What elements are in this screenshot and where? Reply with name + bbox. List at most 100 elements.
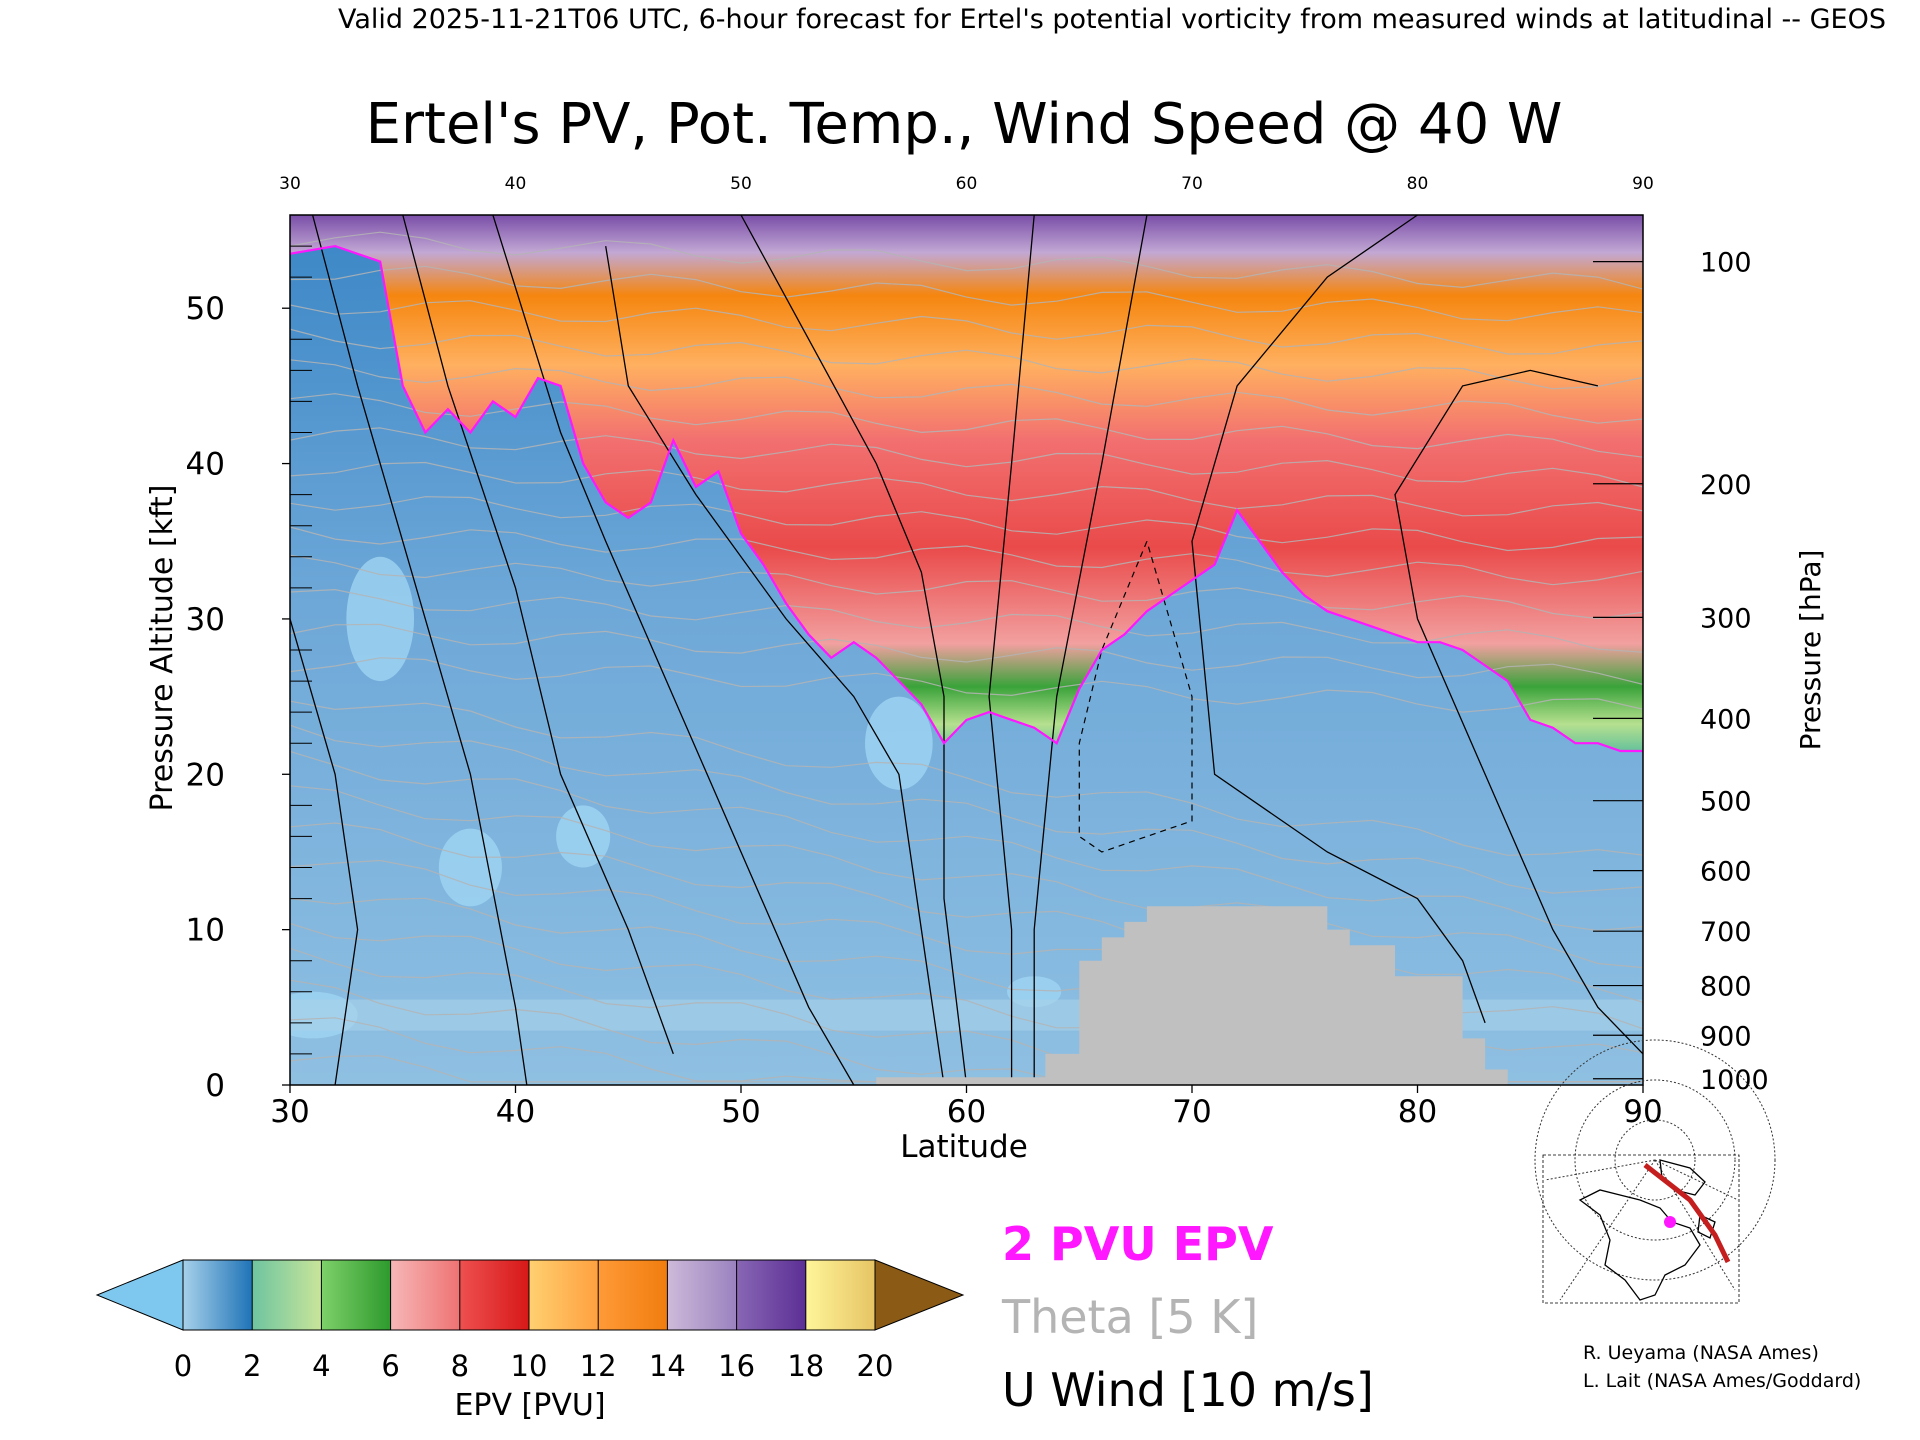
colorbar-band: [667, 1260, 737, 1330]
u-wind-contour: [605, 245, 945, 1085]
plot-area: [290, 215, 1643, 1085]
light-patch: [438, 828, 502, 907]
x-tick-label: 70: [1172, 1094, 1211, 1130]
theta-contour: [290, 328, 1643, 390]
credit-line-2: L. Lait (NASA Ames/Goddard): [1583, 1370, 1861, 1392]
y-tick-label: 40: [186, 447, 225, 483]
epv-2pvu-contour: [290, 244, 1643, 753]
colorbar-tick-label: 16: [718, 1349, 755, 1383]
colorbar-band: [252, 1260, 322, 1330]
y-tick-label: 20: [186, 757, 225, 793]
colorbar-label: EPV [PVU]: [454, 1388, 605, 1423]
top-x-tick-label: 50: [730, 174, 752, 194]
x-tick-label: 80: [1398, 1094, 1437, 1130]
inset-track: [1643, 1163, 1731, 1264]
u-wind-contours: [290, 215, 1643, 1085]
u-wind-contour: [492, 215, 855, 1085]
u-wind-contour: [402, 215, 674, 1055]
inset-map-frame: [1542, 1154, 1740, 1304]
theta-contour: [290, 554, 1643, 620]
colorbar-tick-label: 8: [451, 1349, 469, 1383]
colorbar-tick-label: 14: [649, 1349, 686, 1383]
x-tick-label: 90: [1623, 1094, 1662, 1130]
colorbar-band: [598, 1260, 668, 1330]
top-x-tick-label: 60: [956, 174, 978, 194]
theta-contour: [290, 300, 1643, 355]
light-patch: [346, 556, 415, 682]
colorbar-band: [805, 1260, 875, 1330]
x-tick-label: 40: [496, 1094, 535, 1130]
u-wind-contour: [290, 618, 359, 1085]
colorbar-over-arrow: [874, 1259, 965, 1331]
colorbar-band: [183, 1260, 253, 1330]
stratosphere-field: [290, 215, 1643, 751]
u-wind-contour: [1033, 215, 1148, 1085]
pressure-tick-label: 700: [1700, 917, 1752, 948]
y-tick-label: 0: [205, 1068, 225, 1104]
pressure-tick-label: 400: [1700, 704, 1752, 735]
u-wind-contour: [311, 215, 528, 1085]
theta-contour: [290, 785, 1643, 969]
colorbar-tick-label: 12: [580, 1349, 617, 1383]
colorbar-band: [736, 1260, 806, 1330]
x-tick-label: 50: [721, 1094, 760, 1130]
theta-contour: [290, 657, 1643, 713]
top-x-tick-label: 40: [505, 174, 527, 194]
pressure-tick-label: 1000: [1700, 1065, 1769, 1096]
theta-contour: [290, 623, 1643, 685]
theta-contour: [290, 231, 1643, 290]
terrain-mask: [876, 906, 1508, 1085]
theta-contour: [290, 461, 1643, 517]
valid-line: Valid 2025-11-21T06 UTC, 6-hour forecast…: [338, 4, 1886, 35]
y-axis-label-right: Pressure [hPa]: [1794, 550, 1827, 751]
colorbar-band: [321, 1260, 391, 1330]
colorbar-tick-label: 2: [243, 1349, 261, 1383]
inset-marker: [1664, 1216, 1676, 1228]
pressure-tick-label: 100: [1700, 248, 1752, 279]
light-patch: [865, 696, 933, 790]
inset-map: [1534, 1039, 1776, 1304]
u-wind-contour: [1394, 369, 1643, 1055]
theta-contour: [290, 724, 1643, 894]
y-axis-right: 100 200 300 400 500 600 700 800 900 1000: [1593, 248, 1769, 1096]
colorbar-tick-label: 4: [312, 1349, 330, 1383]
colorbar-band: [529, 1260, 599, 1330]
chart-title: Ertel's PV, Pot. Temp., Wind Speed @ 40 …: [366, 92, 1563, 157]
x-tick-label: 60: [947, 1094, 986, 1130]
x-axis-bottom: 30 40 50 60 70 80 90: [270, 1085, 1663, 1130]
u-wind-contour: [740, 215, 968, 1085]
legend-theta: Theta [5 K]: [1001, 1290, 1258, 1344]
top-x-tick-label: 80: [1407, 174, 1429, 194]
legend-epv: 2 PVU EPV: [1002, 1217, 1274, 1271]
colorbar-tick-label: 20: [857, 1349, 894, 1383]
theta-contour: [290, 700, 1643, 856]
x-axis-top: 30 40 50 60 70 80 90: [279, 174, 1654, 194]
y-tick-label: 10: [186, 913, 225, 949]
light-patch: [556, 805, 611, 868]
colorbar-tick-label: 6: [381, 1349, 399, 1383]
y-axis-left: 0 10 20 30 40 50: [186, 245, 312, 1104]
colorbar-tick-label: 10: [511, 1349, 548, 1383]
pressure-tick-label: 200: [1700, 470, 1752, 501]
y-tick-label: 30: [186, 602, 225, 638]
theta-contour: [290, 822, 1643, 1003]
top-x-tick-label: 30: [279, 174, 301, 194]
colorbar-band: [390, 1260, 460, 1330]
colorbar: 0 2 4 6 8 10 12 14 16 18 20: [95, 1259, 965, 1383]
x-tick-label: 30: [270, 1094, 309, 1130]
y-tick-label: 50: [186, 291, 225, 327]
x-axis-label: Latitude: [900, 1129, 1028, 1165]
theta-contour: [290, 496, 1643, 552]
colorbar-band: [459, 1260, 529, 1330]
top-x-tick-label: 70: [1181, 174, 1203, 194]
pressure-tick-label: 800: [1700, 972, 1752, 1003]
colorbar-under-arrow: [95, 1259, 184, 1331]
inset-map-bg: [1543, 1155, 1739, 1303]
credit-line-1: R. Ueyama (NASA Ames): [1583, 1342, 1819, 1364]
colorbar-tick-label: 18: [787, 1349, 824, 1383]
colorbar-tick-label: 0: [174, 1349, 192, 1383]
theta-contour: [290, 393, 1643, 458]
y-axis-label-left: Pressure Altitude [kft]: [145, 485, 180, 812]
theta-contour: [290, 359, 1643, 424]
